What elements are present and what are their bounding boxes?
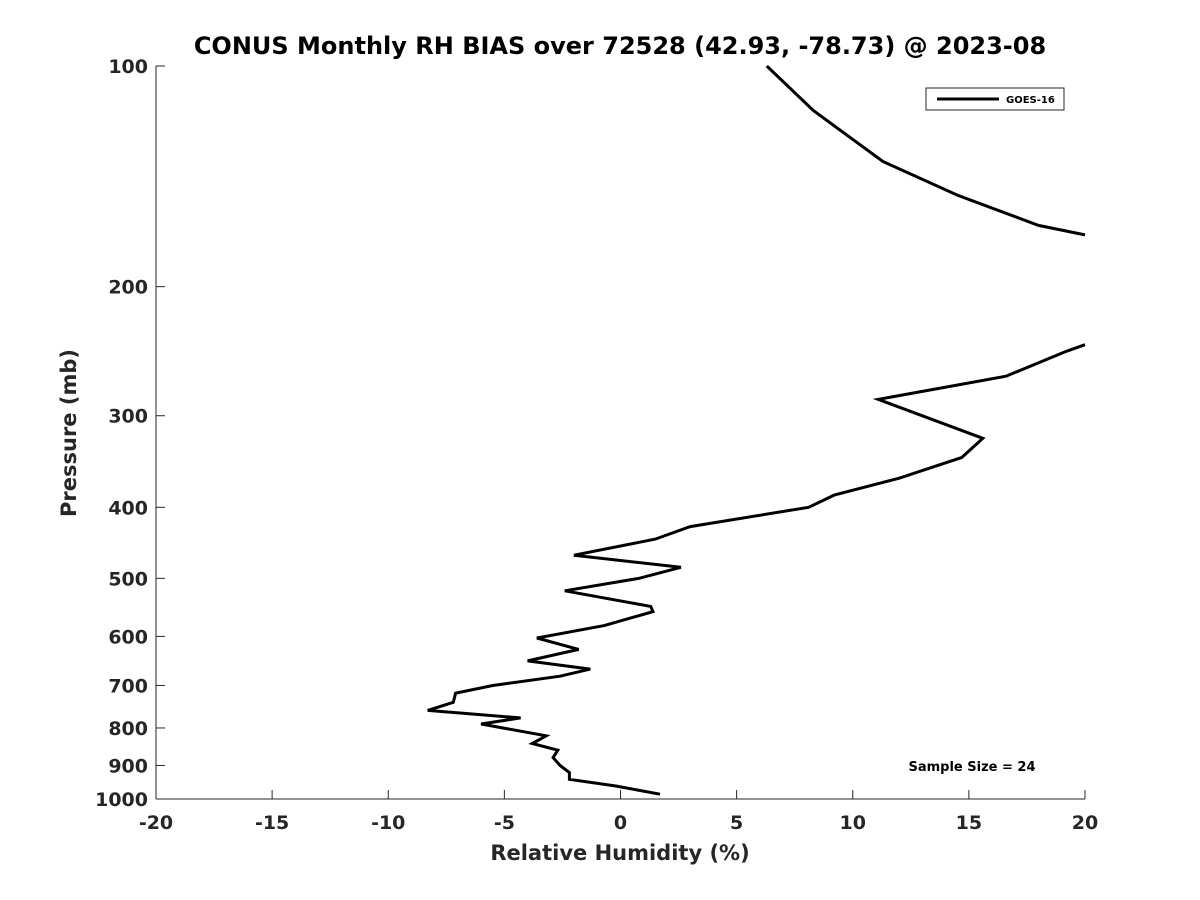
y-tick-label: 200 [108, 277, 148, 299]
x-tick-label: -5 [494, 812, 515, 834]
y-tick-label: 900 [108, 755, 148, 777]
y-tick-label: 300 [108, 406, 148, 428]
y-tick-label: 500 [108, 568, 148, 590]
x-tick-label: 0 [614, 812, 627, 834]
y-tick-label: 400 [108, 497, 148, 519]
x-tick-label: -15 [255, 812, 289, 834]
x-tick-label: 10 [840, 812, 866, 834]
x-tick-label: -20 [139, 812, 173, 834]
y-tick-label: 800 [108, 718, 148, 740]
chart-title: CONUS Monthly RH BIAS over 72528 (42.93,… [194, 32, 1046, 60]
y-tick-label: 700 [108, 675, 148, 697]
legend-entry-label: GOES-16 [1006, 95, 1055, 106]
series-line-segment-2 [427, 343, 1086, 796]
x-tick-label: 15 [956, 812, 982, 834]
y-tick-label: 1000 [95, 789, 148, 811]
sample-size-annotation: Sample Size = 24 [908, 760, 1035, 775]
x-tick-label: -10 [371, 812, 405, 834]
y-tick-label: 100 [108, 56, 148, 78]
x-tick-label: 5 [730, 812, 743, 834]
plot-area: -20 -15 -10 -5 0 5 10 15 20 100 200 300 400 500 600 700… [95, 56, 1098, 834]
x-axis-label: Relative Humidity (%) [490, 841, 749, 865]
y-tick-label: 600 [108, 626, 148, 648]
x-tick-label: 20 [1072, 812, 1098, 834]
y-axis-label: Pressure (mb) [57, 349, 81, 517]
series-line-segment-1 [765, 64, 1086, 237]
